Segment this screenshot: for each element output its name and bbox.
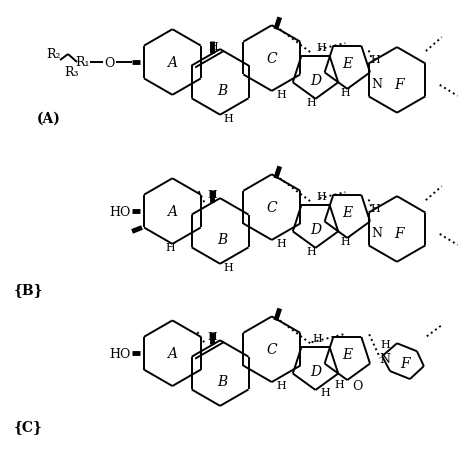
Text: E: E [342,347,352,361]
Text: HO: HO [109,205,130,218]
Text: A: A [167,205,177,219]
Text: H: H [320,387,330,397]
Text: D: D [310,222,321,236]
Text: C: C [266,201,277,215]
Text: O: O [105,56,115,69]
Text: N: N [380,352,391,365]
Text: H: H [313,334,322,344]
Text: N: N [372,78,383,91]
Text: R₂: R₂ [46,47,61,60]
Text: B: B [217,374,227,388]
Text: H: H [340,236,350,246]
Text: H: H [307,246,317,256]
Text: H: H [317,43,327,53]
Text: N: N [372,227,383,240]
Text: H: H [165,242,175,252]
Text: O: O [352,379,363,391]
Text: R₁: R₁ [76,55,90,69]
Text: H: H [335,379,344,389]
Text: C: C [266,52,277,66]
Text: H: H [277,239,287,249]
Text: H: H [277,380,287,390]
Text: F: F [394,78,404,92]
Text: {B}: {B} [13,282,43,296]
Text: H: H [317,192,327,202]
Text: H: H [277,90,287,100]
Text: H: H [370,55,380,65]
Text: H: H [223,262,233,272]
Text: F: F [394,226,404,240]
Text: H: H [307,97,317,107]
Text: H: H [207,331,217,341]
Text: H: H [208,42,218,52]
Text: R₃: R₃ [65,66,79,79]
Text: A: A [167,56,177,70]
Text: E: E [342,206,352,220]
Text: B: B [217,83,227,97]
Text: D: D [310,364,321,378]
Text: H: H [223,113,233,124]
Text: A: A [167,346,177,360]
Text: B: B [217,232,227,246]
Text: C: C [266,342,277,356]
Text: D: D [310,74,321,87]
Text: H: H [340,87,350,97]
Text: {C}: {C} [13,419,42,433]
Text: F: F [400,356,410,370]
Text: H: H [370,204,380,214]
Text: H: H [380,340,390,350]
Text: (A): (A) [37,111,61,125]
Text: H: H [207,190,217,200]
Text: E: E [342,57,352,71]
Text: HO: HO [109,347,130,360]
